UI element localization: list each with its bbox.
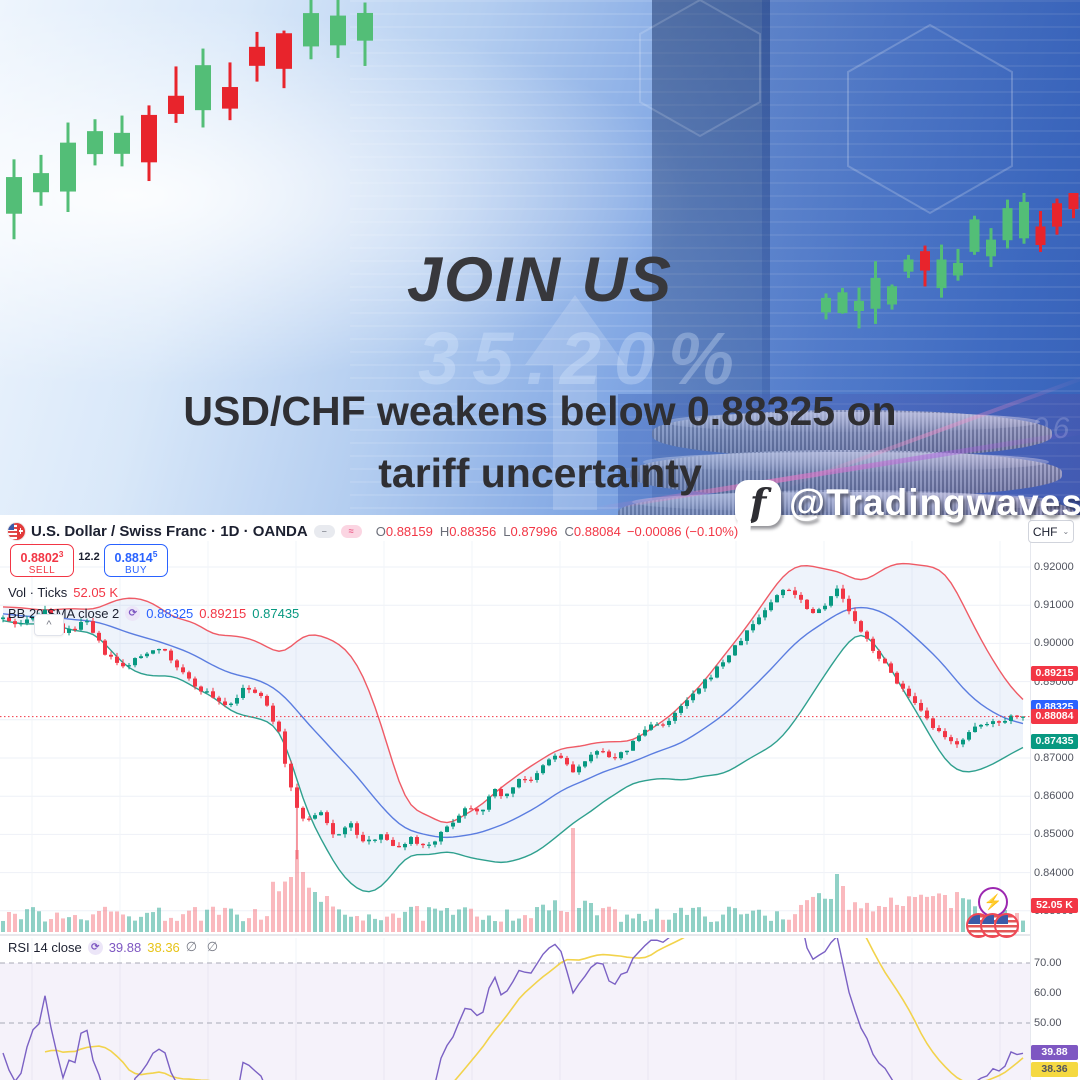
- chevron-down-icon: ⌄: [1062, 527, 1070, 536]
- price-badge: 39.88: [1031, 1044, 1078, 1060]
- hero-subtitle-line1: USD/CHF weakens below 0.88325 on: [183, 388, 897, 434]
- bollinger-legend[interactable]: BB 20 SMA close 2 ⟳ 0.88325 0.89215 0.87…: [8, 606, 300, 621]
- candlestick-decoration-left: [6, 0, 373, 240]
- chart-header: U.S. Dollar / Swiss Franc · 1D · OANDA –…: [8, 519, 738, 543]
- hero-section: 35.20% 96 JOIN US USD/CHF weakens below …: [0, 0, 1080, 515]
- trading-chart-panel: U.S. Dollar / Swiss Franc · 1D · OANDA –…: [0, 515, 1080, 1080]
- hero-subtitle-line2: tariff uncertainty: [378, 450, 702, 496]
- price-axis[interactable]: [1030, 515, 1080, 1080]
- minimize-pill-button[interactable]: –: [313, 524, 335, 538]
- axis-label: 0.85000: [1034, 828, 1074, 841]
- watermark: f @Tradingwaves: [735, 480, 1080, 526]
- flag-coins-icon[interactable]: [966, 913, 1026, 939]
- axis-label: 0.92000: [1034, 561, 1074, 573]
- facebook-logo-icon: f: [735, 480, 781, 526]
- price-badge: 52.05 K: [1031, 897, 1078, 913]
- price-badge: 0.89215: [1031, 665, 1078, 681]
- chart-canvas[interactable]: [0, 515, 1080, 1080]
- volume-legend[interactable]: Vol · Ticks 52.05 K: [8, 585, 119, 600]
- price-badge: 38.36: [1031, 1061, 1078, 1077]
- buy-button[interactable]: 0.88145 BUY: [104, 544, 168, 577]
- axis-label: 0.84000: [1034, 866, 1074, 879]
- axis-label: 0.86000: [1034, 790, 1074, 803]
- watermark-handle: @Tradingwaves: [789, 482, 1080, 523]
- ohlc-item: O0.88159: [375, 523, 433, 539]
- axis-label: 0.87000: [1034, 752, 1074, 764]
- spread-value: 12.2: [78, 551, 100, 563]
- change-readout: −0.00086 (−0.10%): [626, 523, 739, 539]
- axis-label: 60.00: [1034, 987, 1062, 999]
- collapse-pane-button[interactable]: ^: [34, 614, 64, 636]
- rsi-legend[interactable]: RSI 14 close ⟳ 39.88 38.36 ∅ ∅: [8, 939, 222, 955]
- wave-pill-button[interactable]: ≈: [340, 524, 362, 538]
- currency-select[interactable]: CHF ⌄: [1028, 520, 1074, 543]
- currency-pair-flag-icon: [8, 522, 25, 540]
- price-badge: 0.88084: [1031, 709, 1078, 725]
- axis-label: 70.00: [1034, 957, 1062, 969]
- axis-label: 50.00: [1034, 1017, 1062, 1029]
- volume-value: 52.05 K: [73, 585, 119, 600]
- ohlc-item: C0.88084: [564, 523, 621, 539]
- symbol-title[interactable]: U.S. Dollar / Swiss Franc · 1D · OANDA: [31, 522, 308, 540]
- hero-title: JOIN US: [406, 245, 674, 315]
- loading-spinner-icon: ⟳: [87, 939, 103, 955]
- ohlc-item: H0.88356: [439, 523, 497, 539]
- price-badge: 0.87435: [1031, 733, 1078, 749]
- ohlc-readout: O0.88159 H0.88356 L0.87996 C0.88084: [376, 524, 621, 539]
- loading-spinner-icon: ⟳: [125, 606, 141, 621]
- axis-label: 0.91000: [1034, 599, 1074, 612]
- axis-label: 0.90000: [1034, 637, 1074, 650]
- sell-button[interactable]: 0.88023 SELL: [10, 544, 74, 577]
- ohlc-item: L0.87996: [503, 523, 558, 539]
